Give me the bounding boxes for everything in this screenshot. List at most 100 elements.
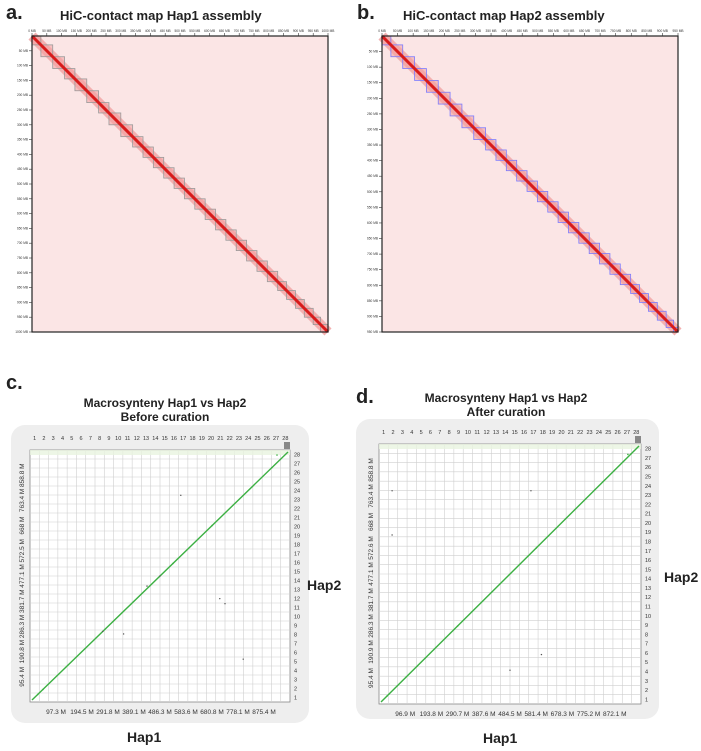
alignment-dot: [391, 490, 393, 492]
left-position-label: 668 M: [368, 513, 375, 531]
right-chrom-label: 26: [294, 471, 300, 477]
scaffold-box: [163, 167, 175, 179]
right-chrom-label: 4: [294, 669, 297, 675]
scaffold-box: [204, 208, 216, 220]
left-tick-label: 850 MB: [367, 299, 378, 303]
top-chrom-label: 7: [89, 436, 92, 442]
top-tick-label: 150 MB: [71, 29, 82, 33]
bottom-position-label: 389.1 M: [122, 709, 146, 716]
scaffold-box: [303, 307, 314, 318]
top-chrom-label: 7: [438, 430, 441, 436]
scaffold-box: [647, 301, 658, 312]
right-chrom-label: 17: [294, 552, 300, 558]
scaffold-box: [526, 180, 538, 192]
scaffold-box: [568, 222, 580, 234]
top-chrom-label: 9: [107, 436, 110, 442]
bottom-position-label: 581.4 M: [524, 711, 548, 718]
panel-d-title-line2: After curation: [466, 405, 546, 419]
alignment-dot: [271, 466, 273, 469]
right-chrom-label: 2: [294, 687, 297, 693]
top-tick-label: 750 MB: [249, 29, 260, 33]
scaffold-box: [286, 290, 296, 300]
right-chrom-label: 5: [645, 660, 648, 666]
right-chrom-label: 10: [645, 614, 651, 620]
left-position-label: 381.7 M: [368, 588, 375, 612]
right-chrom-label: 22: [645, 502, 651, 508]
left-tick-label: 100 MB: [17, 64, 28, 68]
left-tick-label: 800 MB: [367, 283, 378, 287]
alignment-dot: [509, 669, 511, 671]
right-chrom-label: 22: [294, 507, 300, 513]
bottom-position-label: 778.1 M: [226, 709, 250, 716]
top-chrom-label: 4: [410, 430, 413, 436]
dotplot-before: 1 2 3 4 5 6 7 8 9 10 11 12 13 14 15 16 17 18 19 20 21 22 23 24 2…: [11, 425, 309, 723]
alignment-dot: [42, 688, 44, 691]
top-tick-label: 550 MB: [189, 29, 200, 33]
scaffold-box: [98, 102, 110, 114]
right-chrom-label: 26: [645, 465, 651, 471]
scaffold-box: [619, 273, 632, 286]
left-position-label: 858.8 M: [368, 458, 375, 482]
top-alignment-strip: [30, 450, 290, 455]
panel-d-xlabel: Hap1: [483, 730, 518, 746]
scaffold-box: [630, 284, 640, 294]
top-chrom-label: 28: [282, 436, 288, 442]
top-chrom-label: 13: [493, 430, 499, 436]
scaffold-box: [40, 44, 54, 58]
top-tick-label: 850 MB: [641, 29, 652, 33]
right-chrom-label: 12: [294, 597, 300, 603]
top-tick-label: 550 MB: [548, 29, 559, 33]
right-chrom-label: 23: [294, 498, 300, 504]
hic-frame: [381, 35, 679, 333]
scaffold-box: [295, 299, 305, 309]
alignment-dot: [242, 658, 244, 660]
alignment-dot: [211, 524, 213, 527]
right-chrom-label: 21: [294, 516, 300, 522]
scaffold-box: [402, 56, 415, 69]
scaffold-box: [599, 253, 611, 265]
right-chrom-label: 24: [294, 489, 300, 495]
scaffold-box: [108, 112, 122, 126]
alignment-dot: [224, 603, 226, 605]
top-tick-label: 100 MB: [408, 29, 419, 33]
alignment-dot: [146, 585, 148, 587]
alignment-dot: [540, 653, 543, 656]
left-position-label: 190.9 M: [368, 640, 375, 664]
alignment-dot: [391, 534, 393, 536]
top-chrom-label: 12: [484, 430, 490, 436]
left-position-label: 858.8 M: [19, 463, 26, 487]
left-position-label: 286.3 M: [19, 615, 26, 639]
left-tick-label: 500 MB: [367, 190, 378, 194]
bottom-position-label: 97.3 M: [46, 709, 66, 716]
scaffold-box: [536, 190, 549, 203]
top-chrom-label: 15: [162, 436, 168, 442]
top-alignment-strip: [379, 444, 641, 449]
left-position-label: 572.6 M: [368, 536, 375, 560]
right-chrom-label: 8: [645, 632, 648, 638]
left-tick-label: 300 MB: [367, 127, 378, 131]
top-chrom-label: 19: [549, 430, 555, 436]
right-chrom-label: 19: [645, 530, 651, 536]
right-chrom-label: 9: [645, 623, 648, 629]
right-chrom-label: 27: [294, 462, 300, 468]
scaffold-box: [547, 201, 559, 213]
scaffold-box: [266, 270, 279, 283]
top-chrom-label: 19: [199, 436, 205, 442]
top-chrom-label: 24: [245, 436, 251, 442]
top-chrom-label: 18: [189, 436, 195, 442]
panel-c-letter: c.: [6, 372, 23, 394]
top-tick-label: 400 MB: [145, 29, 156, 33]
right-chrom-label: 17: [645, 549, 651, 555]
top-chrom-label: 4: [61, 436, 64, 442]
top-chrom-label: 8: [98, 436, 101, 442]
right-chrom-label: 19: [294, 534, 300, 540]
top-tick-label: 200 MB: [86, 29, 97, 33]
right-chrom-label: 4: [645, 670, 648, 676]
top-chrom-label: 23: [586, 430, 592, 436]
panel-a-title: HiC-contact map Hap1 assembly: [60, 8, 262, 23]
top-chrom-label: 20: [208, 436, 214, 442]
top-chrom-label: 9: [457, 430, 460, 436]
top-chrom-label: 5: [420, 430, 423, 436]
top-tick-label: 800 MB: [626, 29, 637, 33]
corner-marker: [635, 436, 641, 443]
